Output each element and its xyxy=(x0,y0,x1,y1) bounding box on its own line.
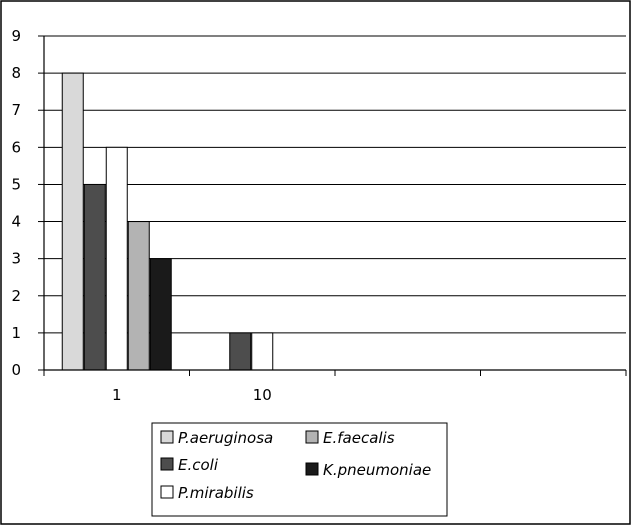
y-tick-label: 1 xyxy=(11,324,21,342)
legend-swatch xyxy=(160,457,174,471)
legend-swatch xyxy=(305,430,319,444)
y-tick-label: 3 xyxy=(11,250,21,268)
x-tick-label: 1 xyxy=(112,386,122,404)
x-tick-label: 10 xyxy=(253,386,272,404)
bar-p-mirabilis-10 xyxy=(251,332,274,371)
legend-label: E.faecalis xyxy=(323,429,395,447)
bar-e-coli-1 xyxy=(83,183,106,371)
axes xyxy=(43,36,627,376)
legend-label: E.coli xyxy=(178,456,219,474)
bar-group xyxy=(61,72,274,371)
x-tick-labels: 1 10 xyxy=(112,386,272,404)
y-tick-label: 2 xyxy=(11,287,21,305)
legend: P.aeruginosa E.coli P.mirabilis E.faecalis K… xyxy=(151,422,448,517)
y-tick-label: 5 xyxy=(11,175,21,193)
bar-e-faecalis-1 xyxy=(127,221,150,371)
y-tick-label: 9 xyxy=(11,27,21,45)
legend-box xyxy=(151,422,448,517)
legend-swatch xyxy=(160,485,174,499)
bar-p-aeruginosa-1 xyxy=(61,72,84,371)
legend-label: K.pneumoniae xyxy=(323,461,431,479)
legend-swatch xyxy=(305,462,319,476)
y-tick-label: 8 xyxy=(11,64,21,82)
legend-label: P.mirabilis xyxy=(178,484,254,502)
y-tick-label: 0 xyxy=(11,361,21,379)
bar-e-coli-10 xyxy=(229,332,252,371)
y-tick-labels: 0 1 2 3 4 5 6 7 8 9 xyxy=(11,27,44,379)
bar-k-pneumoniae-1 xyxy=(149,258,172,371)
legend-swatch xyxy=(160,430,174,444)
y-tick-label: 6 xyxy=(11,138,21,156)
bar-p-mirabilis-1 xyxy=(105,146,128,371)
legend-label: P.aeruginosa xyxy=(178,429,273,447)
y-tick-label: 7 xyxy=(11,101,21,119)
y-tick-label: 4 xyxy=(11,213,21,231)
